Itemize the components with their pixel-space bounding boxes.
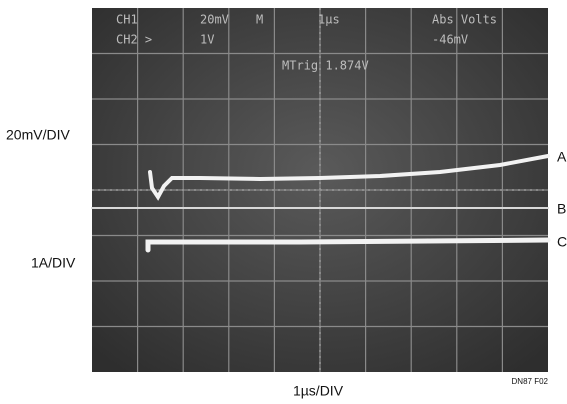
figure: CH1 20mV M 1µs Abs Volts CH2 > 1V -46mV …: [0, 0, 567, 404]
readout: Abs Volts: [432, 13, 497, 27]
readout: 1µs: [318, 13, 340, 27]
readout: -46mV: [432, 33, 468, 47]
trace-label: A: [557, 149, 567, 165]
readout: CH1: [116, 13, 138, 27]
y-scale-label: 1A/DIV: [31, 255, 76, 271]
trace-label: C: [557, 234, 567, 250]
figure-id: DN87 F02: [512, 377, 549, 386]
readout: MTrig 1.874V: [282, 59, 369, 73]
readout: CH2 >: [116, 33, 152, 47]
readout: 20mV: [200, 13, 229, 27]
y-scale-label: 20mV/DIV: [6, 127, 70, 143]
x-scale-label: 1µs/DIV: [293, 383, 344, 399]
readout: M: [256, 13, 263, 27]
readout: 1V: [200, 33, 214, 47]
trace-label: B: [557, 201, 566, 217]
